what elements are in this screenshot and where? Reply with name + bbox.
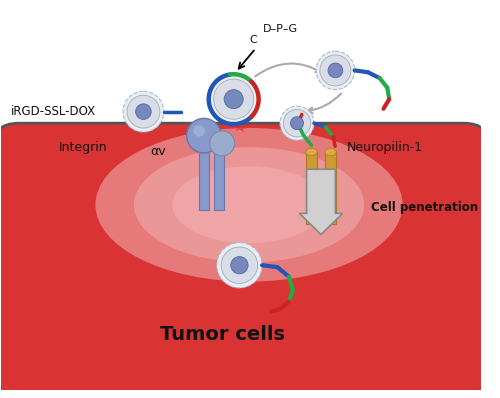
Circle shape	[217, 242, 262, 288]
Ellipse shape	[96, 128, 403, 281]
FancyArrow shape	[300, 169, 343, 234]
Circle shape	[320, 55, 351, 86]
Circle shape	[290, 117, 304, 130]
Text: Cell penetration: Cell penetration	[371, 201, 478, 214]
Text: iRGD-SSL-DOX: iRGD-SSL-DOX	[11, 105, 96, 118]
Text: Neuropilin-1: Neuropilin-1	[347, 140, 423, 154]
Text: D–P–G: D–P–G	[262, 24, 298, 34]
Circle shape	[186, 118, 221, 153]
Circle shape	[284, 109, 310, 137]
Text: αv: αv	[150, 146, 166, 158]
Circle shape	[328, 63, 342, 78]
Bar	[199, 152, 208, 210]
Circle shape	[224, 90, 243, 109]
Ellipse shape	[306, 148, 317, 156]
Ellipse shape	[325, 148, 336, 156]
Bar	[306, 152, 317, 224]
Circle shape	[136, 104, 151, 119]
Text: Tumor cells: Tumor cells	[160, 325, 284, 344]
Circle shape	[210, 131, 234, 156]
Circle shape	[316, 51, 354, 90]
Circle shape	[208, 74, 258, 124]
Circle shape	[123, 91, 164, 132]
Circle shape	[194, 125, 205, 137]
Text: C: C	[249, 35, 257, 45]
Circle shape	[214, 79, 254, 119]
Circle shape	[221, 247, 258, 283]
Text: Integrin: Integrin	[59, 140, 108, 154]
Ellipse shape	[134, 147, 364, 262]
Bar	[214, 152, 224, 210]
FancyBboxPatch shape	[0, 123, 491, 398]
Ellipse shape	[172, 166, 326, 243]
Text: ✂: ✂	[234, 124, 245, 136]
Bar	[325, 152, 336, 224]
Circle shape	[127, 95, 160, 128]
Circle shape	[231, 257, 248, 274]
Circle shape	[280, 106, 314, 140]
